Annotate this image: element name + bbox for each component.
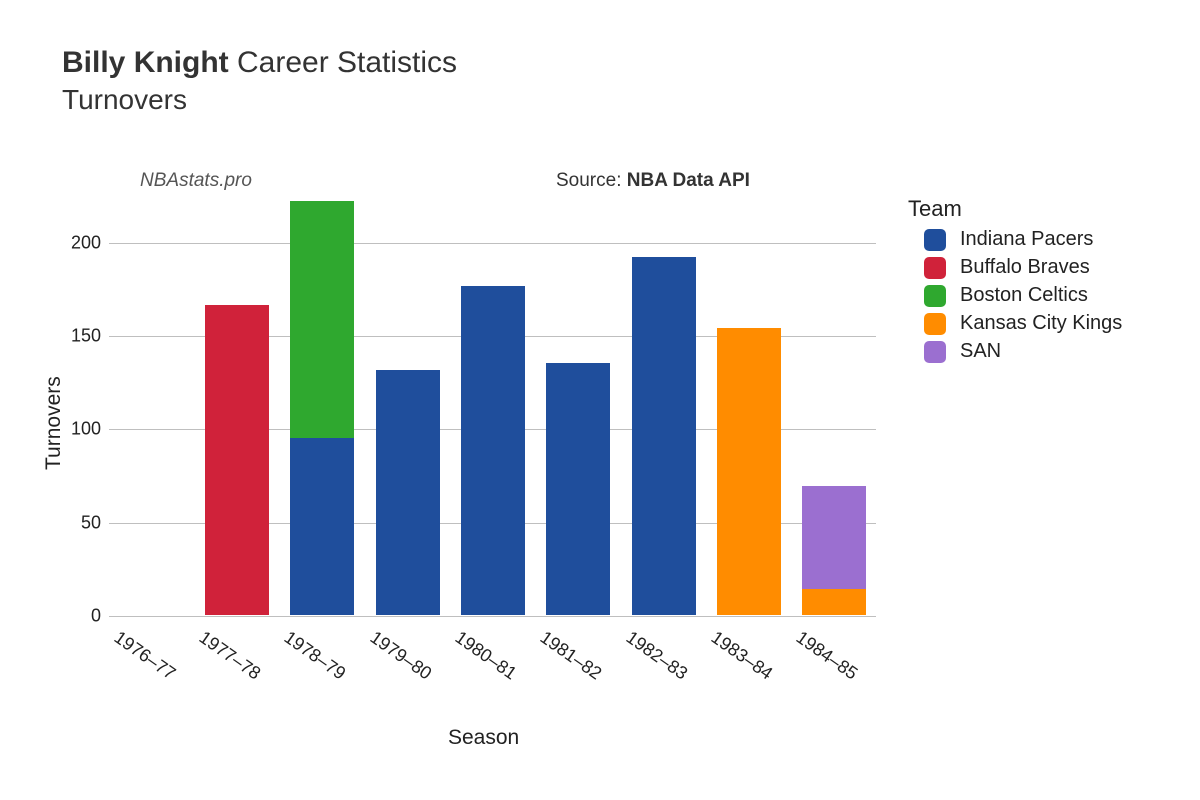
legend-label: Indiana Pacers xyxy=(960,228,1093,251)
x-tick-label: 1981–82 xyxy=(536,627,605,684)
title-bold: Billy Knight xyxy=(62,46,229,79)
bar-segment xyxy=(376,370,440,615)
bar-segment xyxy=(290,199,354,438)
source-text: Source: NBA Data API xyxy=(556,170,750,192)
x-tick-label: 1977–78 xyxy=(195,627,264,684)
chart-plot-area: 0501001502001976–771977–781978–791979–80… xyxy=(108,196,876,616)
x-tick-label: 1980–81 xyxy=(451,627,520,684)
source-prefix: Source: xyxy=(556,170,627,191)
source-name: NBA Data API xyxy=(627,170,750,191)
y-tick-label: 200 xyxy=(71,232,101,253)
legend-swatch xyxy=(924,285,946,307)
y-axis-label: Turnovers xyxy=(42,376,66,470)
legend-label: Kansas City Kings xyxy=(960,312,1122,335)
x-tick-label: 1984–85 xyxy=(792,627,861,684)
subtitle: Turnovers xyxy=(62,84,457,116)
bar-segment xyxy=(461,286,525,615)
legend-item: Indiana Pacers xyxy=(908,228,1122,251)
bar-segment xyxy=(802,589,866,615)
watermark-text: NBAstats.pro xyxy=(140,170,252,192)
y-tick-label: 50 xyxy=(81,512,101,533)
title-rest: Career Statistics xyxy=(229,46,457,79)
y-tick-label: 0 xyxy=(91,606,101,627)
page-title: Billy Knight Career Statistics xyxy=(62,46,457,80)
legend-label: SAN xyxy=(960,340,1001,363)
legend-item: SAN xyxy=(908,340,1122,363)
bar-segment xyxy=(205,305,269,615)
legend-item: Boston Celtics xyxy=(908,284,1122,307)
legend-swatch xyxy=(924,257,946,279)
y-tick-label: 100 xyxy=(71,419,101,440)
legend-swatch xyxy=(924,229,946,251)
legend-swatch xyxy=(924,313,946,335)
gridline xyxy=(109,243,876,244)
y-tick-label: 150 xyxy=(71,326,101,347)
legend-item: Kansas City Kings xyxy=(908,312,1122,335)
bar-segment xyxy=(290,438,354,615)
x-tick-label: 1982–83 xyxy=(622,627,691,684)
x-tick-label: 1983–84 xyxy=(707,627,776,684)
legend: Team Indiana Pacers Buffalo Braves Boston … xyxy=(908,196,1122,368)
x-tick-label: 1979–80 xyxy=(366,627,435,684)
legend-swatch xyxy=(924,341,946,363)
legend-item: Buffalo Braves xyxy=(908,256,1122,279)
x-tick-label: 1976–77 xyxy=(110,627,179,684)
gridline xyxy=(109,616,876,617)
bar-segment xyxy=(546,363,610,615)
bar-segment xyxy=(717,328,781,615)
legend-title: Team xyxy=(908,196,1122,222)
x-axis-label: Season xyxy=(448,726,519,750)
bar-segment xyxy=(632,257,696,615)
bar-segment xyxy=(802,484,866,589)
x-tick-label: 1978–79 xyxy=(280,627,349,684)
legend-label: Buffalo Braves xyxy=(960,256,1090,279)
legend-label: Boston Celtics xyxy=(960,284,1088,307)
